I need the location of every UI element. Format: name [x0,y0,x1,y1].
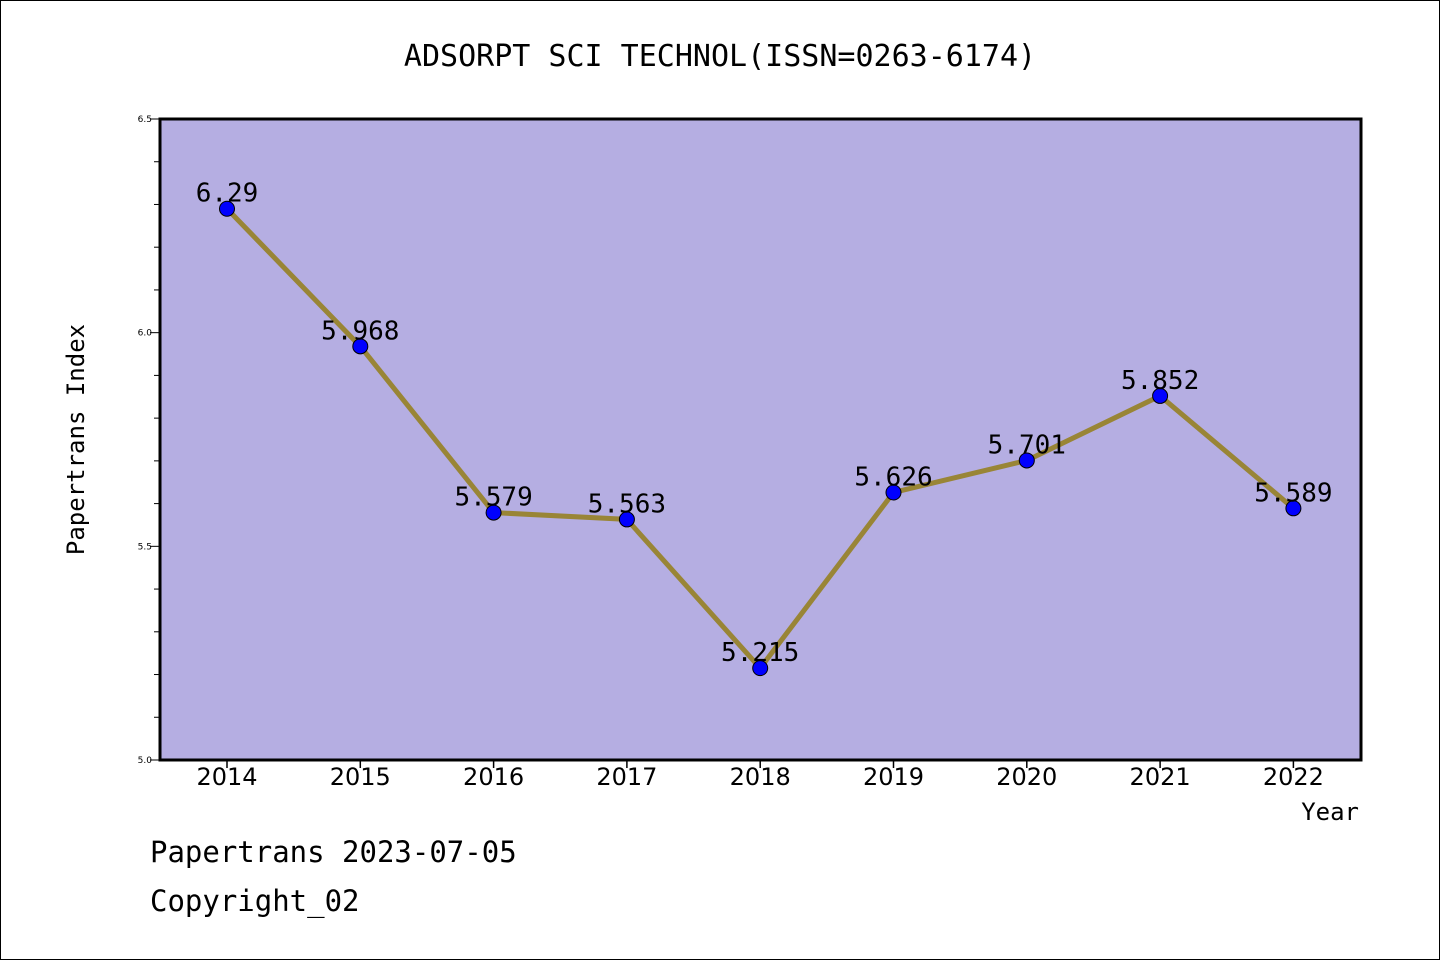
data-label: 5.852 [1121,366,1199,396]
x-tick-label: 2015 [330,763,391,791]
data-label: 5.579 [454,483,532,513]
data-point [485,504,502,521]
data-label: 5.563 [588,489,666,519]
footer-date: Papertrans 2023-07-05 [150,835,517,869]
x-tick-label: 2019 [863,763,924,791]
y-tick-label: 5.5 [138,542,152,552]
data-point [219,200,235,217]
y-tick-label: 5.0 [138,756,153,766]
data-point [1152,387,1169,404]
data-label: 6.29 [196,179,259,209]
data-label: 5.968 [321,316,399,346]
data-point [618,511,635,528]
y-axis-label: Papertrans Index [62,324,90,555]
data-point [885,484,902,501]
y-tick-label: 6.0 [138,329,153,339]
x-tick-label: 2020 [996,763,1057,791]
data-point [1285,500,1302,517]
x-tick-label: 2016 [463,763,524,791]
plot-area [160,119,1361,760]
data-point [1018,452,1035,469]
plot-border [158,117,1363,762]
x-tick-label: 2014 [196,763,257,791]
x-tick-label: 2021 [1130,763,1191,791]
data-label: 5.589 [1254,478,1332,508]
data-label: 5.215 [721,638,799,668]
chart-title: ADSORPT SCI TECHNOL(ISSN=0263-6174) [404,39,1036,74]
x-tick-label: 2017 [596,763,657,791]
x-axis-label: Year [1301,798,1359,826]
data-point [352,338,369,355]
footer-copyright: Copyright_02 [150,884,360,918]
x-tick-label: 2022 [1263,763,1324,791]
data-label: 5.701 [988,430,1066,460]
data-point [752,660,769,677]
y-tick-label: 6.5 [138,115,152,125]
x-tick-label: 2018 [730,763,791,791]
data-label: 5.626 [854,462,932,492]
